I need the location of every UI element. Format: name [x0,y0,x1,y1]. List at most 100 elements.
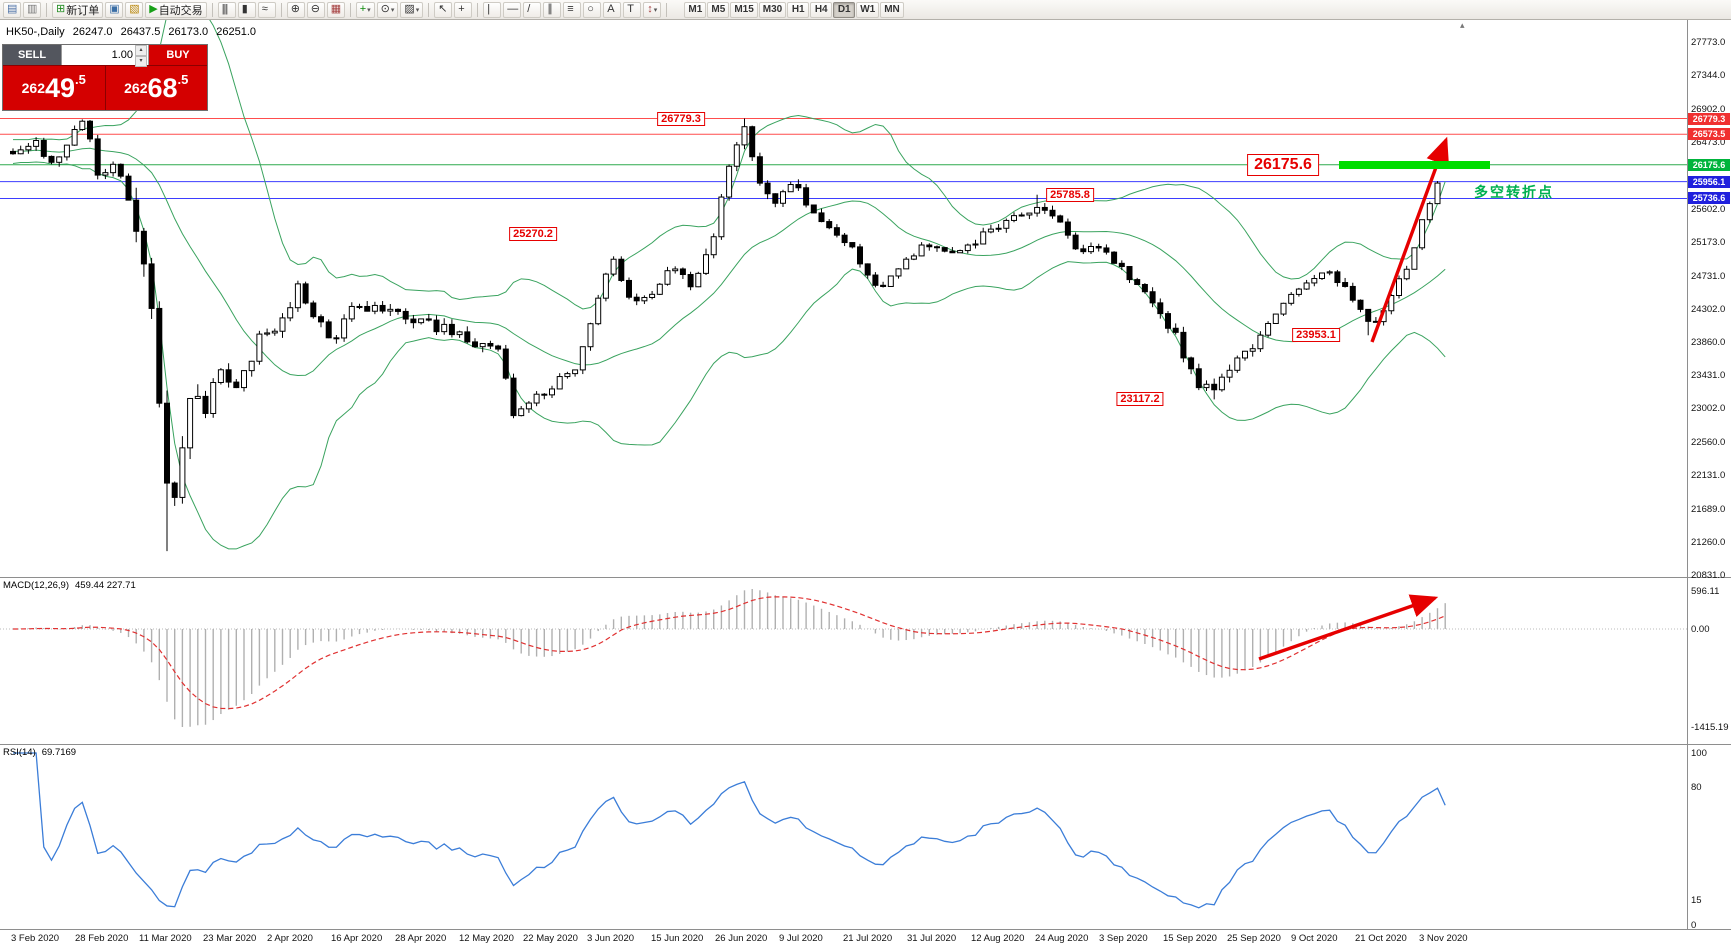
zoom-out-icon: ⊖ [310,3,320,15]
symbol-period-label: HK50-,Daily [6,26,65,38]
crosshair-button[interactable]: + [454,1,473,18]
toolbar-separator [477,2,479,17]
horizontal-line-icon: — [507,3,518,15]
price-axis-label: 26902.0 [1691,104,1726,116]
price-axis-label: 24302.0 [1691,303,1726,315]
price-fraction: .5 [75,71,86,87]
volume-input[interactable] [62,45,148,65]
date-label: 25 Sep 2020 [1227,933,1281,944]
timeframe-m30[interactable]: M30 [758,1,787,18]
cursor-button[interactable]: ↖ [434,1,453,18]
terminal-button[interactable]: ▣ [105,1,124,18]
chart-shift-marker[interactable]: ▴ [1460,20,1465,30]
text-label-icon: T [627,3,634,15]
timeframe-m15[interactable]: M15 [730,1,758,18]
date-label: 11 Mar 2020 [139,933,192,944]
shapes-button[interactable]: ○ [583,1,602,18]
buy-button[interactable]: BUY [149,45,207,65]
timeframe-h4[interactable]: H4 [810,1,833,18]
arrows-button[interactable]: ↕ ▾ [643,1,662,18]
price-axis-label: 23431.0 [1691,370,1726,382]
buy-price[interactable]: 262 68.5 [104,66,207,110]
price-axis-label: 23002.0 [1691,403,1726,415]
chinese-note[interactable]: 多空转折点 [1474,184,1554,200]
new-chart-icon: ▤ [7,3,17,15]
timeframe-mn[interactable]: MN [880,1,904,18]
price-callout[interactable]: 26779.3 [657,111,705,126]
trendline-icon: / [527,3,530,15]
date-label: 12 May 2020 [459,933,514,944]
metaeditor-button[interactable]: ▧ [125,1,144,18]
macd-label: MACD(12,26,9) 459.44 227.71 [3,580,136,591]
price-callout[interactable]: 23953.1 [1292,328,1340,343]
candlestick-chart-icon: ▮ [241,3,248,15]
rsi-layer [13,752,1446,909]
volume-increase-button[interactable]: ▴ [135,45,147,56]
profiles-icon: ▥ [27,3,37,15]
close-value: 26251.0 [216,26,256,38]
periods-button[interactable]: ⊙ ▾ [376,1,399,18]
toolbar-separator [666,2,668,17]
text-label-button[interactable]: T [623,1,642,18]
panel-separator-rsi[interactable] [0,744,1731,745]
price-callout[interactable]: 26175.6 [1247,153,1319,176]
price-callout[interactable]: 25270.2 [509,227,557,242]
timeframe-m1[interactable]: M1 [684,1,707,18]
autotrading-button[interactable]: ▶ 自动交易 [145,1,207,18]
price-tag: 26573.5 [1688,128,1730,141]
tile-windows-button[interactable]: ▦ [326,1,345,18]
line-chart-button[interactable]: ≈ [257,1,276,18]
horizontal-line-button[interactable]: — [503,1,522,18]
chart-canvas[interactable] [0,20,1687,930]
date-label: 2 Apr 2020 [267,933,313,944]
macd-axis-label: 596.11 [1691,586,1720,597]
candles-layer [10,118,1449,552]
price-axis-label: 22560.0 [1691,437,1726,449]
zoom-out-button[interactable]: ⊖ [306,1,325,18]
price-callout[interactable]: 23117.2 [1116,392,1164,407]
templates-button[interactable]: ▨ ▾ [400,1,424,18]
text-icon: A [607,3,614,15]
price-axis-label: 23860.0 [1691,337,1726,349]
macd-signal-line [12,596,1446,710]
trend-arrow[interactable] [1370,136,1449,343]
green-zone-rectangle[interactable] [1339,160,1490,169]
date-label: 3 Nov 2020 [1419,933,1468,944]
profiles-button[interactable]: ▥ [23,1,41,18]
sell-price[interactable]: 262 49.5 [3,66,105,110]
volume-decrease-button[interactable]: ▾ [135,56,147,67]
zoom-in-button[interactable]: ⊕ [286,1,305,18]
indicators-caret-icon: ▾ [367,6,371,14]
macd-histogram [20,589,1446,727]
text-button[interactable]: A [603,1,622,18]
trendline-button[interactable]: / [523,1,542,18]
new-order-button[interactable]: ⊞ 新订单 [52,1,104,18]
indicators-button[interactable]: + ▾ [355,1,375,18]
equidistant-channel-button[interactable]: ∥ [543,1,562,18]
bollinger-lower-band [12,161,1446,550]
line-chart-icon: ≈ [261,3,268,15]
volume-box: ▴ ▾ [61,45,149,67]
timeframe-w1[interactable]: W1 [856,1,880,18]
bar-chart-button[interactable]: ||| [217,1,236,18]
panel-separator-macd[interactable] [0,577,1731,578]
trend-arrow[interactable] [1258,594,1439,661]
date-label: 12 Aug 2020 [971,933,1025,944]
timeframe-m5[interactable]: M5 [707,1,730,18]
date-label: 16 Apr 2020 [331,933,383,944]
candlestick-chart-button[interactable]: ▮ [237,1,256,18]
bar-chart-icon: ||| [221,3,229,15]
date-label: 21 Oct 2020 [1355,933,1407,944]
price-axis-label: 20831.0 [1691,569,1726,581]
timeframe-d1[interactable]: D1 [833,1,856,18]
price-tag: 26175.6 [1688,158,1730,171]
fibonacci-button[interactable]: ≡ [563,1,582,18]
new-chart-button[interactable]: ▤ [3,1,21,18]
cursor-icon: ↖ [438,3,447,15]
sell-button[interactable]: SELL [3,45,61,65]
timeframe-h1[interactable]: H1 [787,1,810,18]
price-callout[interactable]: 25785.8 [1046,187,1094,202]
price-prefix: 262 [124,80,148,96]
vertical-line-button[interactable]: | [483,1,502,18]
